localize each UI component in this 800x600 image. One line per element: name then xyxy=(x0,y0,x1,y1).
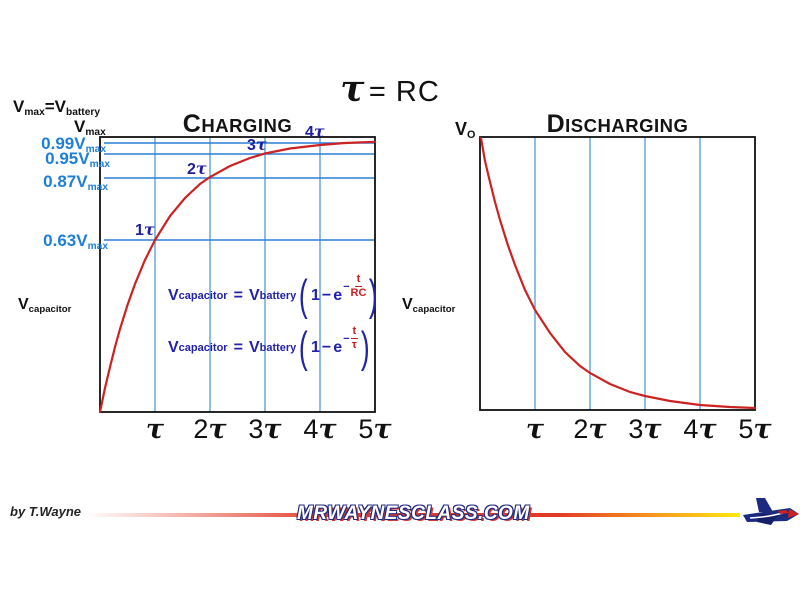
tau-equation: = RC xyxy=(368,76,440,108)
vmax-equals-vbattery-label: Vmax=Vbattery xyxy=(13,97,100,119)
discharging-xtick-4tau: 4τ xyxy=(683,414,717,445)
curve-point-2tau: 2τ xyxy=(187,159,207,178)
discharging-xtick-1tau: τ xyxy=(525,414,545,445)
discharging-xtick-3tau: 3τ xyxy=(628,414,662,445)
charging-xtick-3tau: 3τ xyxy=(248,414,282,445)
discharging-plot-area xyxy=(479,136,757,411)
curve-point-1tau: 1τ xyxy=(135,220,155,239)
level-label-087: 0.87Vmax xyxy=(43,172,108,194)
discharging-xtick-2tau: 2τ xyxy=(573,414,607,445)
author-credit: by T.Wayne xyxy=(10,504,82,519)
charging-xtick-5tau: 5τ xyxy=(358,414,392,445)
discharging-ylabel: Vcapacitor xyxy=(402,296,456,315)
level-label-063: 0.63Vmax xyxy=(43,231,108,253)
curve-point-3tau: 3τ xyxy=(247,135,267,154)
discharging-title: DISCHARGING xyxy=(546,110,689,138)
charging-curve xyxy=(98,140,377,414)
jet-icon xyxy=(743,498,799,525)
tau-symbol: τ xyxy=(340,68,365,110)
charging-title: CHARGING xyxy=(182,110,293,138)
curve-point-4tau: 4τ xyxy=(305,122,325,141)
vmax-axis-label: Vmax xyxy=(74,117,106,139)
charging-xtick-1tau: τ xyxy=(145,414,165,445)
charging-plot-area xyxy=(98,136,377,414)
website-banner: MRWAYNESCLASS.COM xyxy=(297,503,530,524)
charging-xtick-4tau: 4τ xyxy=(303,414,337,445)
banner-trail xyxy=(85,513,740,517)
level-label-099: 0.99Vmax xyxy=(41,134,106,156)
v0-label: VO xyxy=(455,119,476,142)
discharging-curve xyxy=(479,136,757,410)
charging-ylabel: Vcapacitor xyxy=(18,296,72,315)
page-title: τ = RC xyxy=(300,68,480,110)
charging-xtick-2tau: 2τ xyxy=(193,414,227,445)
level-label-095: 0.95Vmax xyxy=(45,149,110,171)
discharging-xtick-5tau: 5τ xyxy=(738,414,772,445)
